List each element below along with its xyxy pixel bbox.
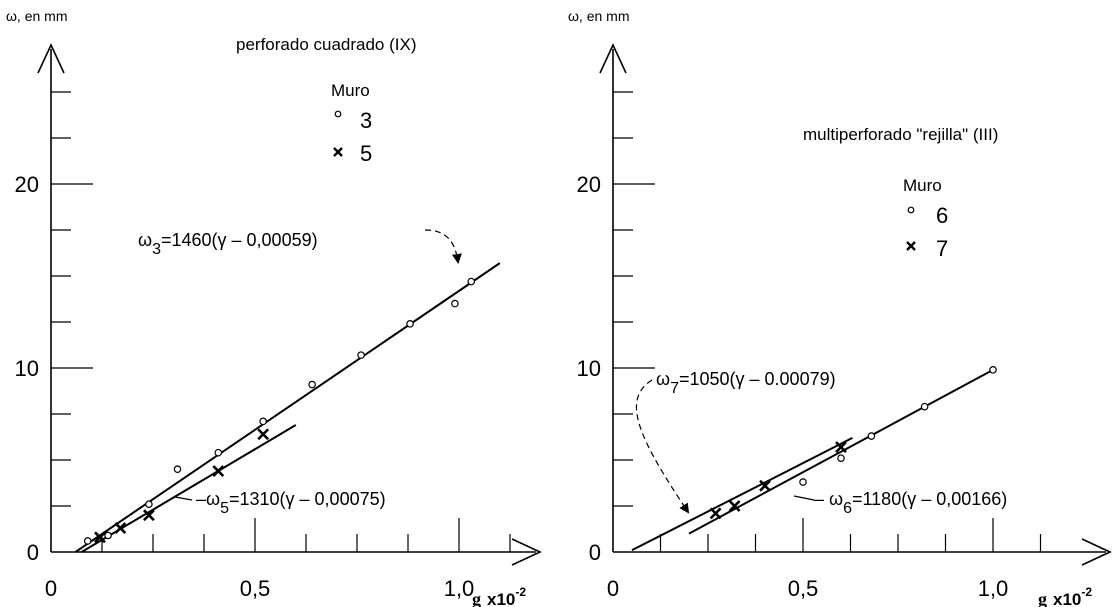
right-legend-title: Muro <box>903 176 942 195</box>
left-point-muro-3 <box>173 465 182 474</box>
right-point-muro-6 <box>920 402 929 411</box>
right-chart-title: multiperforado "rejilla" (III) <box>803 125 998 144</box>
right-point-muro-6 <box>989 366 997 374</box>
left-y-tick-label: 0 <box>27 540 39 565</box>
right-y-axis-label: ω, en mm <box>568 8 630 24</box>
right-fit-lines <box>631 368 994 552</box>
right-y-tick-label: 20 <box>577 172 601 197</box>
right-x-axis-symbol: g <box>1038 589 1047 607</box>
left-point-muro-3 <box>451 299 459 308</box>
right-x-axis-arrow <box>1081 538 1112 566</box>
left-point-muro-3 <box>406 320 414 328</box>
right-fit-6-leader <box>793 495 815 501</box>
right-point-muro-6 <box>867 432 876 440</box>
right-legend-label-7: 7 <box>936 236 948 261</box>
right-fit-label-7: ω7=1050(γ – 0.00079) <box>656 369 836 397</box>
right-point-muro-7 <box>835 441 847 454</box>
right-fit-line-muro-6 <box>688 368 994 535</box>
left-y-axis-label: ω, en mm <box>6 8 68 24</box>
left-fit-5-leader <box>174 496 193 501</box>
right-fit-label-6: – ω6=1180(γ – 0,00166) <box>814 489 1007 517</box>
left-fit-label-3: ω3=1460(γ – 0,00059) <box>138 230 318 258</box>
left-point-muro-3 <box>104 531 112 540</box>
left-point-muro-5 <box>212 465 225 477</box>
left-point-muro-5 <box>94 531 106 544</box>
left-legend-title: Muro <box>331 81 370 100</box>
left-point-muro-5 <box>143 509 155 522</box>
legend-x-marker <box>906 241 916 251</box>
right-points <box>709 366 997 520</box>
left-legend-item-5: 5 <box>333 141 372 166</box>
left-legend-item-3: 3 <box>334 108 372 133</box>
chart-right: 0 10 20 0 0,5 1,0 ω, en mm multiperforado "re… <box>568 8 1112 607</box>
left-axes <box>37 43 542 566</box>
right-point-muro-6 <box>799 478 807 486</box>
left-point-muro-3 <box>357 351 365 359</box>
left-legend-label-3: 3 <box>360 108 372 133</box>
left-legend-label-5: 5 <box>360 141 372 166</box>
left-fit-label-5: –ω5=1310(γ – 0,00075) <box>196 489 386 517</box>
left-point-muro-3 <box>259 417 267 426</box>
right-y-tick-label: 0 <box>589 540 601 565</box>
right-point-muro-7 <box>759 479 771 492</box>
left-point-muro-3 <box>83 537 92 545</box>
left-x-tick-label: 0 <box>45 576 57 601</box>
left-x-tick-label: 0,5 <box>240 576 271 601</box>
left-x-tick-label: 1,0 <box>444 576 475 601</box>
left-ticks: 0 10 20 0 0,5 1,0 <box>15 91 511 601</box>
left-y-axis-arrow <box>37 43 65 74</box>
chart-left: 0 10 20 0 0,5 1,0 ω, en mm perforado cuadrado… <box>6 8 542 607</box>
right-legend-item-6: 6 <box>907 203 948 228</box>
legend-circle-marker <box>334 110 342 118</box>
right-x-axis-unit: x10-2 <box>1053 585 1092 607</box>
right-y-tick-label: 10 <box>577 356 601 381</box>
left-y-tick-label: 10 <box>15 356 39 381</box>
right-axes <box>599 43 1112 566</box>
legend-circle-marker <box>907 206 915 214</box>
right-fit-7-arrow <box>635 379 690 514</box>
left-x-axis-symbol: g <box>472 589 481 607</box>
right-y-axis-arrow <box>599 43 627 74</box>
right-point-muro-6 <box>837 454 845 462</box>
left-point-muro-3 <box>145 500 153 508</box>
left-point-muro-3 <box>467 277 476 286</box>
right-point-muro-7 <box>728 500 741 512</box>
right-x-tick-label: 0,5 <box>788 576 819 601</box>
left-point-muro-5 <box>114 522 127 534</box>
left-points <box>83 277 476 545</box>
right-x-tick-label: 0 <box>607 576 619 601</box>
left-x-axis-arrow <box>511 538 542 566</box>
right-ticks: 0 10 20 0 0,5 1,0 <box>577 91 1042 601</box>
right-x-tick-label: 1,0 <box>978 576 1009 601</box>
right-legend-label-6: 6 <box>936 203 948 228</box>
left-chart-title: perforado cuadrado (IX) <box>236 35 417 54</box>
legend-x-marker <box>333 147 343 157</box>
left-fit-3-arrow <box>424 229 462 264</box>
left-point-muro-3 <box>214 448 223 457</box>
left-point-muro-3 <box>308 380 316 389</box>
left-y-tick-label: 20 <box>15 172 39 197</box>
left-point-muro-5 <box>257 428 270 441</box>
left-x-axis-unit: x10-2 <box>487 585 526 607</box>
right-fit-line-muro-7 <box>631 437 853 552</box>
right-legend-item-7: 7 <box>906 236 948 261</box>
right-point-muro-7 <box>709 507 722 520</box>
